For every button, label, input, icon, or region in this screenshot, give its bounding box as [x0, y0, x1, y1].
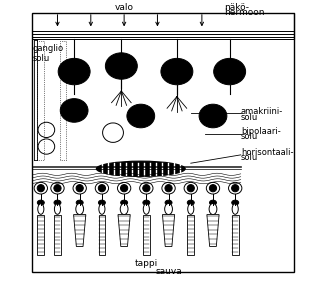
Text: horisontaali-: horisontaali-: [241, 148, 293, 156]
Ellipse shape: [73, 182, 86, 194]
Ellipse shape: [143, 185, 150, 192]
Ellipse shape: [127, 104, 155, 128]
Polygon shape: [74, 215, 86, 247]
Ellipse shape: [95, 182, 109, 194]
Ellipse shape: [199, 104, 227, 128]
Ellipse shape: [98, 200, 105, 205]
Ellipse shape: [165, 185, 172, 192]
Ellipse shape: [161, 59, 193, 85]
Ellipse shape: [105, 53, 137, 79]
Ellipse shape: [162, 182, 175, 194]
Ellipse shape: [209, 203, 217, 215]
Ellipse shape: [121, 185, 128, 192]
Text: näkö-: näkö-: [224, 3, 249, 12]
Ellipse shape: [37, 185, 44, 192]
Ellipse shape: [34, 182, 48, 194]
Text: sauva: sauva: [155, 267, 182, 276]
Ellipse shape: [76, 203, 83, 215]
Polygon shape: [187, 215, 194, 255]
Text: solu: solu: [241, 153, 258, 162]
Ellipse shape: [76, 200, 83, 205]
Ellipse shape: [37, 200, 44, 205]
Ellipse shape: [210, 200, 216, 205]
Ellipse shape: [187, 200, 194, 205]
Ellipse shape: [231, 185, 239, 192]
Ellipse shape: [96, 161, 185, 176]
Ellipse shape: [54, 200, 61, 205]
Ellipse shape: [38, 122, 55, 137]
Polygon shape: [232, 215, 239, 255]
Ellipse shape: [54, 204, 61, 214]
Ellipse shape: [232, 200, 239, 205]
Text: ganglio
solu: ganglio solu: [33, 44, 64, 63]
Text: amakriini-: amakriini-: [241, 107, 283, 116]
Ellipse shape: [143, 204, 149, 214]
Ellipse shape: [165, 200, 172, 205]
Polygon shape: [207, 215, 219, 247]
Polygon shape: [143, 215, 150, 255]
Ellipse shape: [54, 185, 61, 192]
Text: tappi: tappi: [135, 259, 158, 268]
Text: hermoon: hermoon: [224, 9, 265, 17]
Ellipse shape: [165, 203, 172, 215]
Polygon shape: [37, 215, 44, 255]
Ellipse shape: [38, 139, 55, 154]
Polygon shape: [162, 215, 175, 247]
Ellipse shape: [188, 204, 194, 214]
Ellipse shape: [60, 99, 88, 122]
Ellipse shape: [38, 204, 44, 214]
Ellipse shape: [98, 185, 106, 192]
Ellipse shape: [103, 123, 124, 142]
Ellipse shape: [117, 182, 131, 194]
Ellipse shape: [99, 204, 105, 214]
Ellipse shape: [58, 59, 90, 85]
Ellipse shape: [121, 200, 127, 205]
Text: solu: solu: [241, 132, 258, 141]
Polygon shape: [54, 215, 61, 255]
Ellipse shape: [51, 182, 64, 194]
Ellipse shape: [120, 203, 128, 215]
Ellipse shape: [232, 204, 238, 214]
Ellipse shape: [206, 182, 220, 194]
Ellipse shape: [187, 185, 194, 192]
Ellipse shape: [140, 182, 153, 194]
Text: bipolaari-: bipolaari-: [241, 127, 280, 136]
Text: solu: solu: [241, 113, 258, 122]
Ellipse shape: [184, 182, 198, 194]
Ellipse shape: [229, 182, 242, 194]
Polygon shape: [98, 215, 105, 255]
Ellipse shape: [214, 59, 245, 85]
Ellipse shape: [209, 185, 216, 192]
Text: valo: valo: [115, 3, 134, 12]
Ellipse shape: [143, 200, 150, 205]
Ellipse shape: [76, 185, 83, 192]
Polygon shape: [118, 215, 130, 247]
